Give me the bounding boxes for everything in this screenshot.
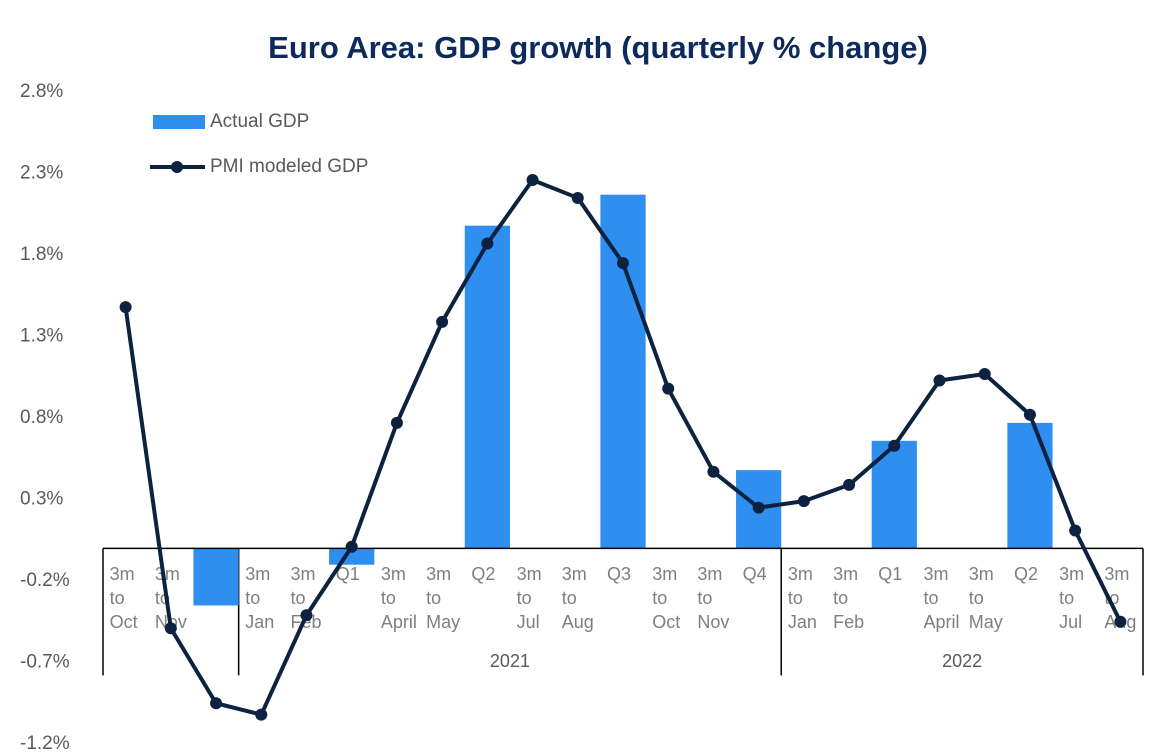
marker: [978, 367, 991, 380]
marker: [164, 622, 177, 635]
marker: [617, 257, 629, 270]
marker: [662, 382, 675, 395]
marker: [752, 501, 765, 514]
bar: [193, 548, 239, 606]
marker: [526, 174, 539, 187]
marker: [571, 191, 584, 204]
marker: [707, 465, 720, 478]
marker: [933, 374, 946, 387]
y-tick-label: -0.2%: [20, 570, 70, 591]
bar: [464, 225, 510, 549]
y-tick-label: 1.3%: [20, 326, 63, 347]
y-tick-label: 1.8%: [20, 244, 63, 265]
bar: [1007, 422, 1053, 549]
marker: [345, 540, 358, 553]
marker: [1023, 408, 1036, 421]
legend-swatch: [171, 161, 183, 173]
legend-label: Actual GDP: [210, 111, 309, 132]
marker: [1069, 524, 1082, 537]
marker: [300, 609, 313, 622]
group-label: 2021: [490, 651, 530, 671]
y-tick-label: -1.2%: [20, 733, 70, 754]
marker: [119, 301, 132, 314]
marker: [797, 495, 810, 508]
chart-title: Euro Area: GDP growth (quarterly % chang…: [268, 30, 928, 65]
marker: [210, 697, 223, 710]
y-tick-label: 0.3%: [20, 489, 63, 510]
group-label: 2022: [942, 651, 982, 671]
legend-swatch: [153, 115, 205, 129]
marker: [1114, 615, 1127, 628]
marker: [436, 315, 449, 328]
marker: [481, 237, 494, 250]
marker: [843, 478, 856, 491]
y-tick-label: -0.7%: [20, 652, 70, 673]
y-tick-label: 2.8%: [20, 81, 63, 102]
y-tick-label: 2.3%: [20, 163, 63, 184]
marker: [390, 416, 403, 429]
y-tick-label: 0.8%: [20, 407, 63, 428]
legend-label: PMI modeled GDP: [210, 156, 368, 177]
marker: [888, 439, 901, 452]
bar: [600, 194, 646, 549]
marker: [255, 708, 268, 721]
